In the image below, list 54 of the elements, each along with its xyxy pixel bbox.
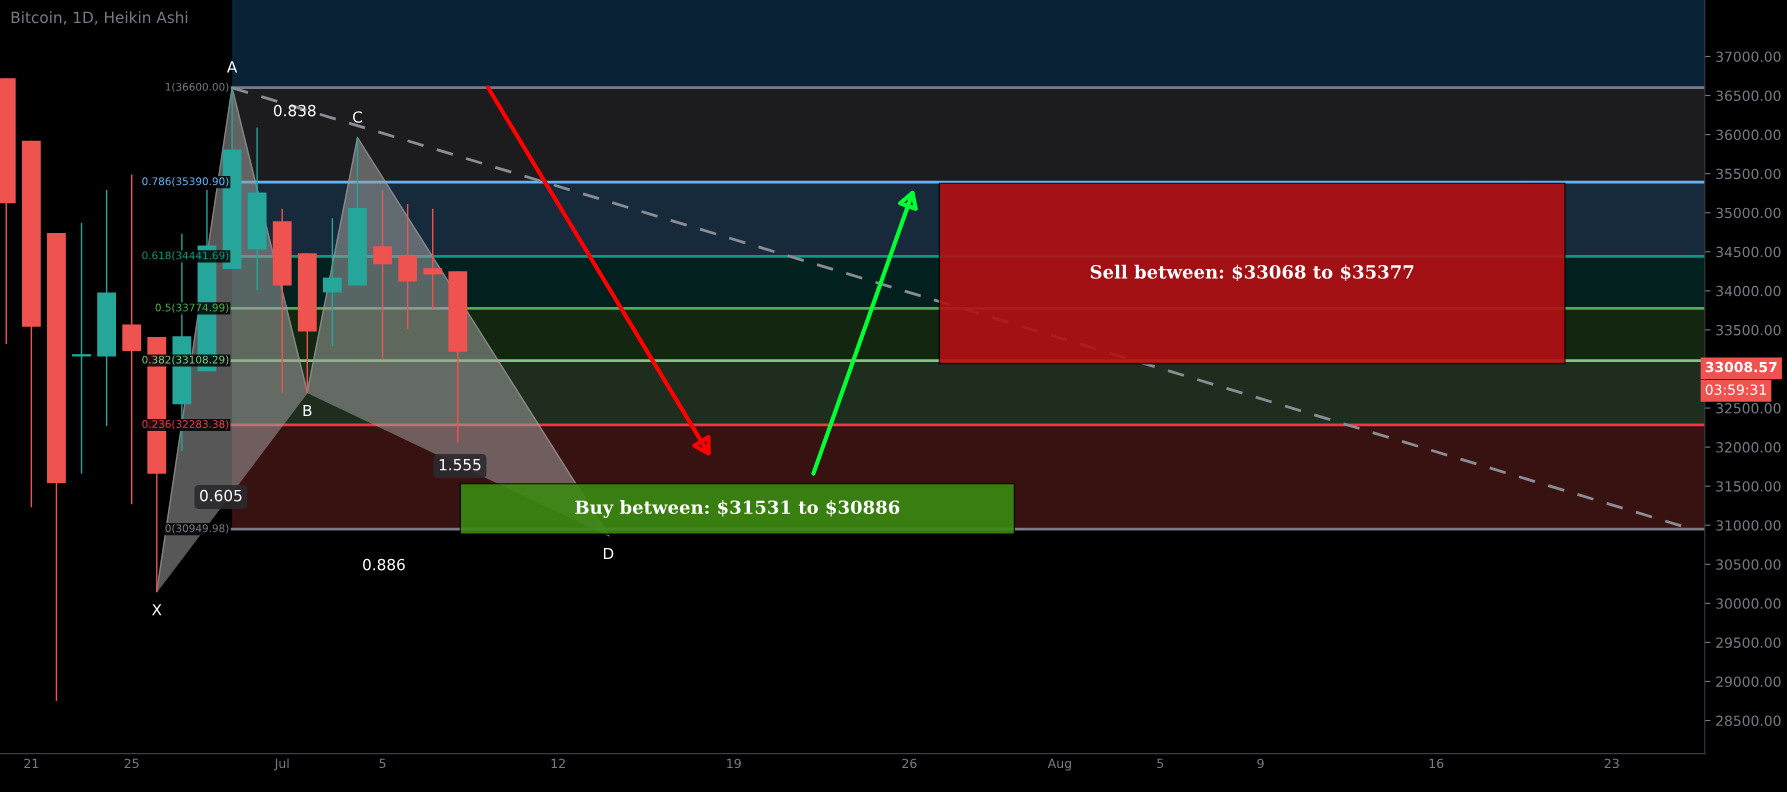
y-tick-label: 32500.00 [1716,403,1781,414]
y-tick-label: 31500.00 [1716,481,1781,492]
ref-line-label: 0.236(32283.38) [142,419,229,430]
x-tick-label: 19 [727,758,741,769]
y-tick-label: 35500.00 [1716,168,1781,180]
annotation: D [603,547,614,560]
y-tick-label: 37000.00 [1716,51,1781,62]
y-tick-label: 34000.00 [1716,285,1781,297]
x-tick-label: Aug [1047,758,1071,771]
y-tick-label: 30500.00 [1716,559,1781,570]
ref-line-label: 1(36600.00) [165,82,229,92]
text: 33008.57 [1705,361,1777,373]
annotation: A [226,61,238,73]
text: 03:59:31 [1705,384,1766,395]
ref-line-label: 0(30949.98) [165,524,229,534]
y-tick-label: 31000.00 [1716,520,1781,531]
y-tick-label: 36500.00 [1716,90,1781,102]
candlestick [322,217,342,348]
candlestick [423,208,443,310]
band-label: Sell between: $33068 to $35377 [1090,264,1414,282]
y-tick-label: 32000.00 [1716,442,1781,453]
annotation: 0.886 [363,558,405,571]
x-tick-label: 9 [1257,758,1264,769]
y-tick-label: 34500.00 [1716,246,1781,258]
annotation: C [353,111,362,123]
x-tick-label: 5 [1157,758,1164,769]
x-tick-label: 25 [124,758,139,769]
x-tick-label: 16 [1429,758,1444,769]
candlestick [122,173,142,505]
x-tick-label: 23 [1604,758,1619,769]
band-label: Buy between: $31531 to $30886 [575,500,900,518]
y-tick-label: 29500.00 [1716,637,1781,648]
x-tick-label: 21 [24,758,39,768]
x-tick-label: Jul [274,758,289,771]
annotation: B [303,404,312,417]
annotation: 1.555 [439,459,481,471]
y-tick-label: 36000.00 [1716,129,1781,141]
y-tick-label: 28500.00 [1716,715,1781,727]
candlestick [373,189,392,361]
annotation: X [152,604,162,616]
text: Bitcoin, 1D, Heikin Ashi [11,11,188,25]
ref-line-label: 0.5(33774.99) [155,303,229,313]
x-tick-label: 12 [551,758,565,768]
y-tick-label: 33500.00 [1716,324,1781,336]
y-tick-label: 30000.00 [1716,598,1781,609]
y-tick-label: 29000.00 [1716,676,1781,687]
ref-line-label: 0.786(35390.90) [142,177,229,187]
ref-line-label: 0.382(33108.29) [142,355,229,365]
x-tick-label: 26 [902,758,917,769]
y-tick-label: 35000.00 [1716,207,1781,219]
annotation: 0.838 [273,104,316,117]
x-tick-label: 5 [379,758,386,769]
ref-line-label: 0.618(34441.69) [142,251,229,261]
annotation: 0.605 [200,489,242,502]
